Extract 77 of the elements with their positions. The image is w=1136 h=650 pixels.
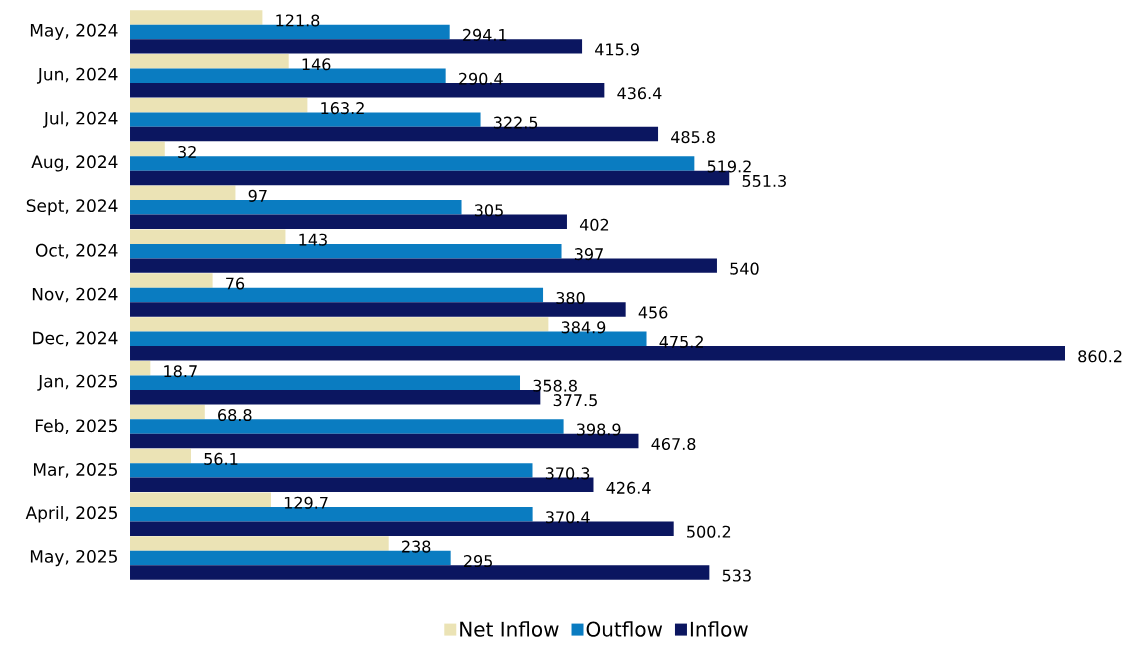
data-label: 143	[299, 233, 327, 246]
bar	[130, 448, 191, 464]
data-label: 163.2	[321, 102, 364, 115]
data-label: 380	[556, 291, 585, 305]
y-tick-label: Mar, 2025	[33, 463, 117, 478]
data-label: 322.5	[493, 116, 538, 129]
legend-label: Net Inflow	[460, 621, 559, 637]
data-label: 129.7	[284, 496, 328, 509]
data-label: 358.8	[533, 379, 577, 392]
bar	[130, 156, 695, 171]
data-label: 290.4	[459, 72, 503, 85]
bar	[130, 536, 389, 551]
data-label: 370.4	[546, 511, 590, 524]
data-label: 467.8	[651, 437, 696, 451]
y-tick-label: Jun, 2024	[36, 67, 118, 84]
data-label: 485.8	[671, 131, 715, 144]
bar	[130, 404, 205, 420]
data-label: 238	[402, 540, 431, 553]
data-label: 32	[178, 145, 196, 159]
data-label: 397	[574, 248, 603, 261]
data-label: 97	[248, 189, 267, 202]
data-label: 377.5	[553, 394, 597, 407]
data-label: 456	[638, 306, 668, 319]
data-label: 18.7	[164, 365, 197, 378]
bar	[130, 185, 236, 201]
y-tick-label: April, 2025	[25, 505, 117, 523]
bar	[130, 565, 710, 580]
data-label: 68.8	[218, 409, 252, 422]
y-tick-label: May, 2024	[30, 23, 118, 40]
data-label: 402	[579, 218, 609, 231]
legend-label: Inflow	[690, 621, 748, 637]
bar	[130, 141, 165, 157]
bar	[130, 200, 462, 215]
y-tick-label: Sept, 2024	[26, 199, 118, 216]
y-tick-label: Nov, 2024	[32, 287, 118, 303]
data-label: 519.2	[707, 160, 751, 173]
data-label: 146	[302, 58, 331, 71]
bar	[130, 302, 626, 317]
y-tick-label: Jul, 2024	[43, 111, 118, 128]
y-tick-label: Feb, 2025	[35, 419, 117, 434]
data-label: 551.3	[742, 174, 786, 187]
data-label: 384.9	[561, 321, 606, 334]
data-label: 305	[474, 204, 503, 217]
data-label: 76	[226, 277, 245, 290]
data-label: 295	[464, 555, 492, 568]
bar	[130, 97, 308, 113]
y-tick-label: May, 2025	[30, 549, 117, 567]
bar	[130, 360, 151, 376]
bar	[130, 273, 213, 288]
data-label: 56.1	[204, 452, 238, 465]
data-label: 436.4	[617, 87, 662, 100]
bar	[130, 346, 1065, 361]
data-label: 415.9	[595, 43, 639, 56]
bar	[130, 317, 549, 332]
data-label: 370.3	[545, 467, 590, 480]
bar	[130, 229, 286, 244]
data-label: 540	[730, 262, 759, 275]
bar	[130, 419, 564, 434]
y-tick-label: Aug, 2024	[31, 155, 118, 172]
y-tick-label: Jan, 2025	[37, 374, 117, 391]
y-tick-label: Dec, 2024	[33, 331, 118, 347]
data-label: 121.8	[276, 14, 320, 27]
data-label: 426.4	[606, 481, 651, 494]
data-label: 860.2	[1078, 350, 1122, 363]
data-label: 294.1	[463, 28, 507, 41]
legend-label: Outflow	[586, 621, 663, 637]
data-label: 398.9	[577, 423, 621, 436]
bar	[130, 10, 263, 25]
bar	[130, 492, 271, 507]
data-label: 500.2	[687, 525, 731, 538]
bar	[130, 39, 583, 54]
data-label: 533	[722, 569, 751, 582]
bar	[130, 83, 605, 98]
data-label: 475.2	[659, 335, 703, 348]
y-tick-label: Oct, 2024	[35, 243, 118, 259]
bar	[130, 463, 533, 478]
bar	[130, 54, 289, 69]
